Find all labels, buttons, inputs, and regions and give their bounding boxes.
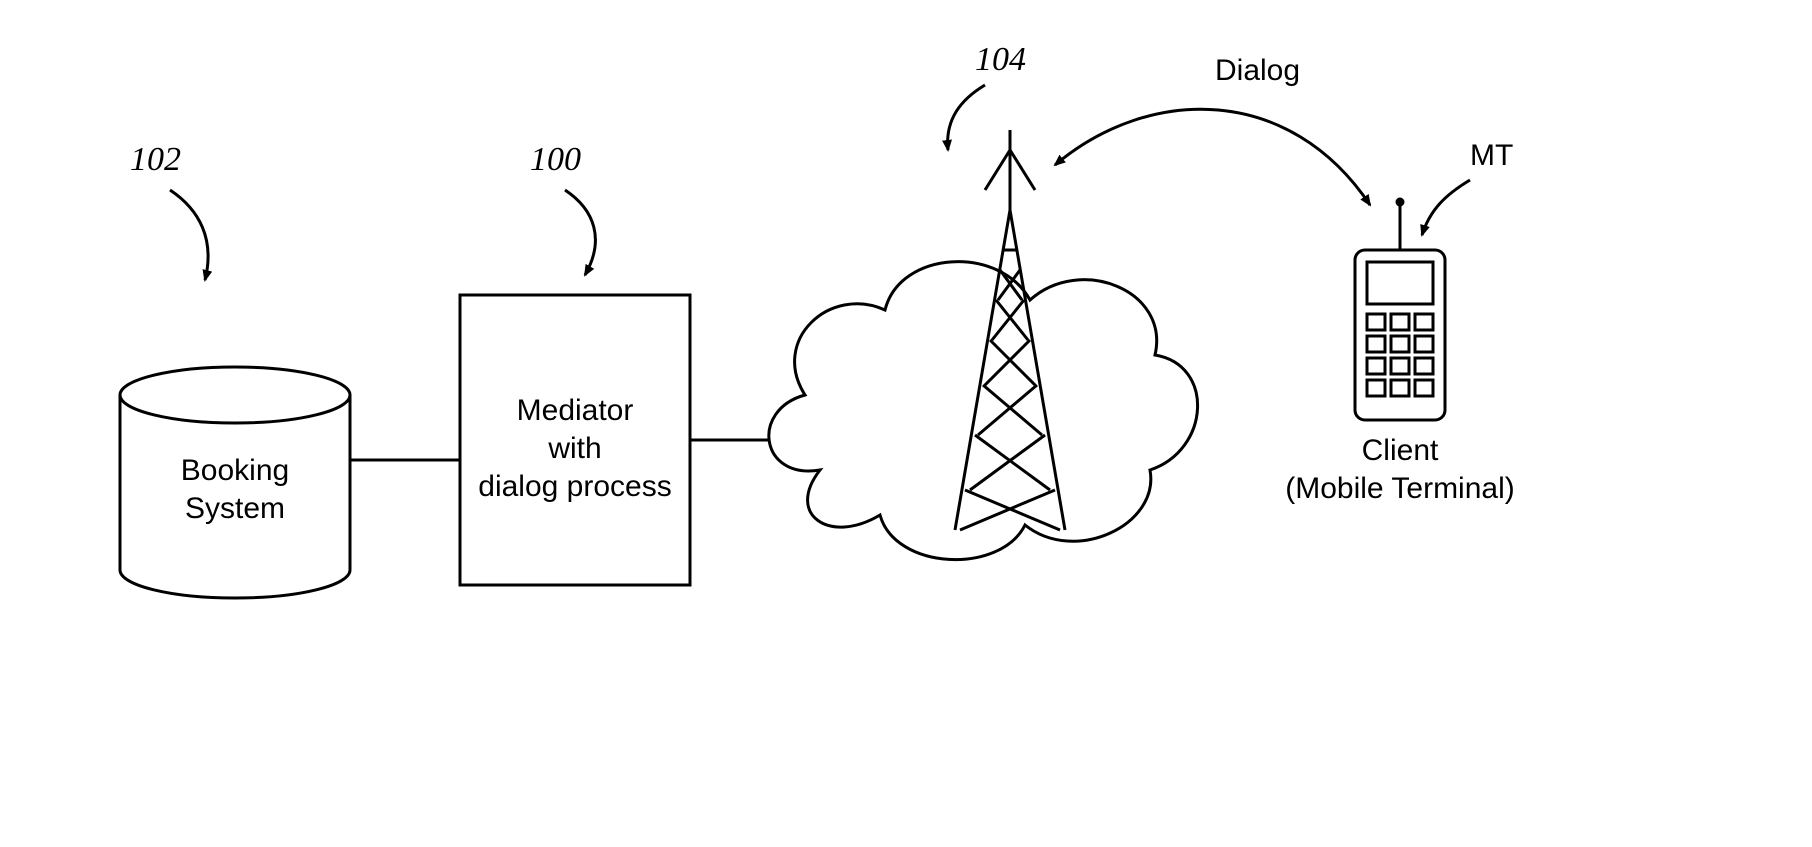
booking-system-label-2: System — [185, 492, 285, 525]
booking-system-label-1: Booking — [181, 454, 289, 487]
mediator-label-3: dialog process — [478, 470, 671, 503]
client-label-2: (Mobile Terminal) — [1285, 472, 1515, 505]
ref-mt: MT — [1422, 139, 1513, 235]
mediator-label-2: with — [547, 432, 601, 465]
ref-100-text: 100 — [530, 141, 581, 178]
ref-104-text: 104 — [975, 41, 1026, 78]
network-cloud-node — [769, 262, 1198, 560]
mobile-terminal-icon — [1355, 199, 1445, 420]
edge-dialog-arrow — [1055, 109, 1370, 205]
mediator-node: Mediator with dialog process — [460, 295, 690, 585]
ref-mt-text: MT — [1470, 139, 1513, 172]
dialog-label: Dialog — [1215, 54, 1300, 87]
mediator-label-1: Mediator — [517, 394, 634, 427]
client-label-1: Client — [1362, 434, 1439, 467]
booking-system-node: Booking System — [120, 367, 350, 598]
ref-100: 100 — [530, 141, 595, 275]
ref-102: 102 — [130, 141, 208, 280]
ref-102-text: 102 — [130, 141, 181, 178]
ref-104: 104 — [948, 41, 1026, 150]
